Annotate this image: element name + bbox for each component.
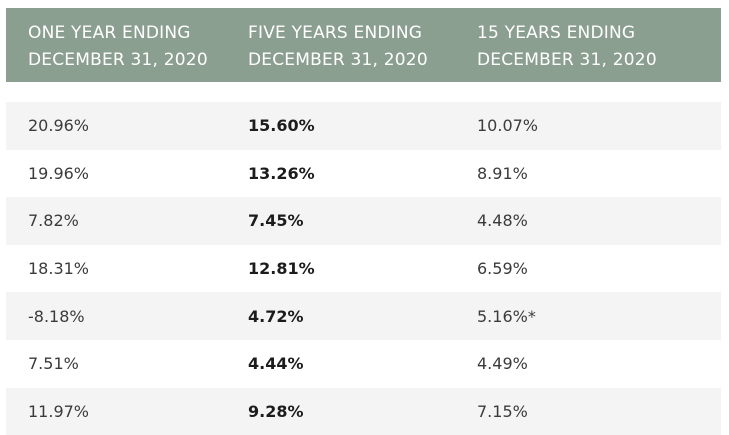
returns-table: ONE YEAR ENDING DECEMBER 31, 2020 FIVE Y… (6, 8, 721, 435)
one-year-value: 19.96% (28, 163, 90, 183)
fifteen-year-value: 6.59% (477, 259, 528, 279)
one-year-value: 18.31% (28, 259, 90, 279)
five-year-value: 12.81% (248, 259, 315, 279)
fifteen-year-value: 4.48% (477, 211, 528, 231)
table-row: 20.96% 15.60% 10.07% (6, 102, 721, 150)
one-year-value: 7.82% (28, 211, 79, 231)
five-year-value: 4.72% (248, 306, 304, 326)
five-year-value: 15.60% (248, 116, 315, 136)
one-year-value: 11.97% (28, 401, 90, 421)
one-year-value: 7.51% (28, 354, 79, 374)
table-row: -8.18% 4.72% 5.16%* (6, 292, 721, 340)
five-year-value: 4.44% (248, 354, 304, 374)
five-year-value: 13.26% (248, 163, 315, 183)
fifteen-year-value: 8.91% (477, 163, 528, 183)
one-year-value: 20.96% (28, 116, 90, 136)
table-row: 18.31% 12.81% 6.59% (6, 244, 721, 293)
five-year-value: 9.28% (248, 401, 304, 421)
header-fifteen-years: 15 YEARS ENDING DECEMBER 31, 2020 (477, 23, 657, 70)
header-five-years: FIVE YEARS ENDING DECEMBER 31, 2020 (248, 23, 428, 70)
header-one-year: ONE YEAR ENDING DECEMBER 31, 2020 (28, 23, 208, 70)
fifteen-year-value: 4.49% (477, 354, 528, 374)
table-row: 7.51% 4.44% 4.49% (6, 339, 721, 388)
fifteen-year-value: 7.15% (477, 401, 528, 421)
table-header: ONE YEAR ENDING DECEMBER 31, 2020 FIVE Y… (6, 8, 721, 82)
table-row: 11.97% 9.28% 7.15% (6, 387, 721, 435)
table-row: 19.96% 13.26% 8.91% (6, 149, 721, 198)
header-spacer (6, 82, 721, 102)
five-year-value: 7.45% (248, 211, 304, 231)
fifteen-year-value: 10.07% (477, 116, 539, 136)
table-row: 7.82% 7.45% 4.48% (6, 197, 721, 245)
fifteen-year-value: 5.16%* (477, 306, 536, 326)
one-year-value: -8.18% (28, 306, 85, 326)
